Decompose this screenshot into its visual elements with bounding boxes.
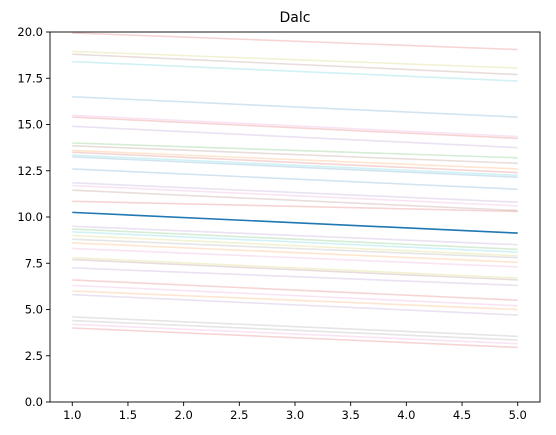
x-tick-label: 4.5 [453, 408, 471, 422]
series-line-12 [72, 151, 518, 174]
chart-title: Dalc [280, 10, 311, 26]
series-line-17 [72, 184, 518, 207]
axes-layer: 1.0 1.5 2.0 2.5 3.0 3.5 4.0 4.5 5.0 0.0 2.5 5.0 7.5 1… [17, 25, 541, 422]
series-line-11 [72, 149, 518, 170]
y-tick-label: 20.0 [17, 25, 43, 39]
series-line-2 [72, 50, 518, 69]
x-tick-label: 2.5 [230, 408, 248, 422]
series-line-5 [72, 95, 518, 118]
series-line-35 [72, 319, 518, 341]
series-line-34 [72, 316, 518, 338]
x-tick-label: 5.0 [509, 408, 527, 422]
series-line-37 [72, 327, 518, 349]
y-tick-label: 12.5 [17, 164, 43, 178]
series-line-18 [72, 189, 518, 212]
x-tick-label: 2.0 [174, 408, 192, 422]
series-line-30 [72, 279, 518, 302]
series-line-27 [72, 256, 518, 279]
y-tick-label: 7.5 [25, 256, 43, 270]
series-line-3 [72, 53, 518, 76]
series-line-25 [72, 242, 518, 264]
series-line-20 [72, 225, 518, 246]
x-tick-label: 4.0 [397, 408, 415, 422]
series-line-14 [72, 156, 518, 179]
y-tick-label: 2.5 [25, 349, 43, 363]
y-tick-label: 15.0 [17, 118, 43, 132]
series-layer [72, 32, 518, 349]
x-tick-label: 1.5 [119, 408, 137, 422]
series-line-26 [72, 247, 518, 268]
series-line-36 [72, 323, 518, 345]
highlight-series-line [72, 211, 518, 234]
y-tick-label: 10.0 [17, 210, 43, 224]
series-line-28 [72, 258, 518, 281]
series-line-33 [72, 293, 518, 316]
series-line-10 [72, 144, 518, 165]
series-line-1 [72, 32, 518, 51]
series-line-9 [72, 142, 518, 159]
series-line-16 [72, 181, 518, 203]
series-line-22 [72, 231, 518, 253]
series-line-19 [72, 200, 518, 213]
y-tick-label: 5.0 [25, 303, 43, 317]
series-line-8 [72, 125, 518, 149]
y-tick-label: 0.0 [25, 395, 43, 409]
series-line-7 [72, 116, 518, 140]
x-tick-label: 1.0 [63, 408, 81, 422]
series-line-4 [72, 60, 518, 82]
y-tick-label: 17.5 [17, 71, 43, 85]
series-line-31 [72, 284, 518, 307]
series-line-6 [72, 114, 518, 138]
x-tick-label: 3.5 [342, 408, 360, 422]
series-line-24 [72, 238, 518, 259]
series-line-13 [72, 154, 518, 177]
series-line-21 [72, 228, 518, 251]
series-line-15 [72, 168, 518, 191]
series-line-29 [72, 267, 518, 287]
series-line-32 [72, 290, 518, 311]
series-line-23 [72, 234, 518, 257]
x-tick-label: 3.0 [286, 408, 304, 422]
